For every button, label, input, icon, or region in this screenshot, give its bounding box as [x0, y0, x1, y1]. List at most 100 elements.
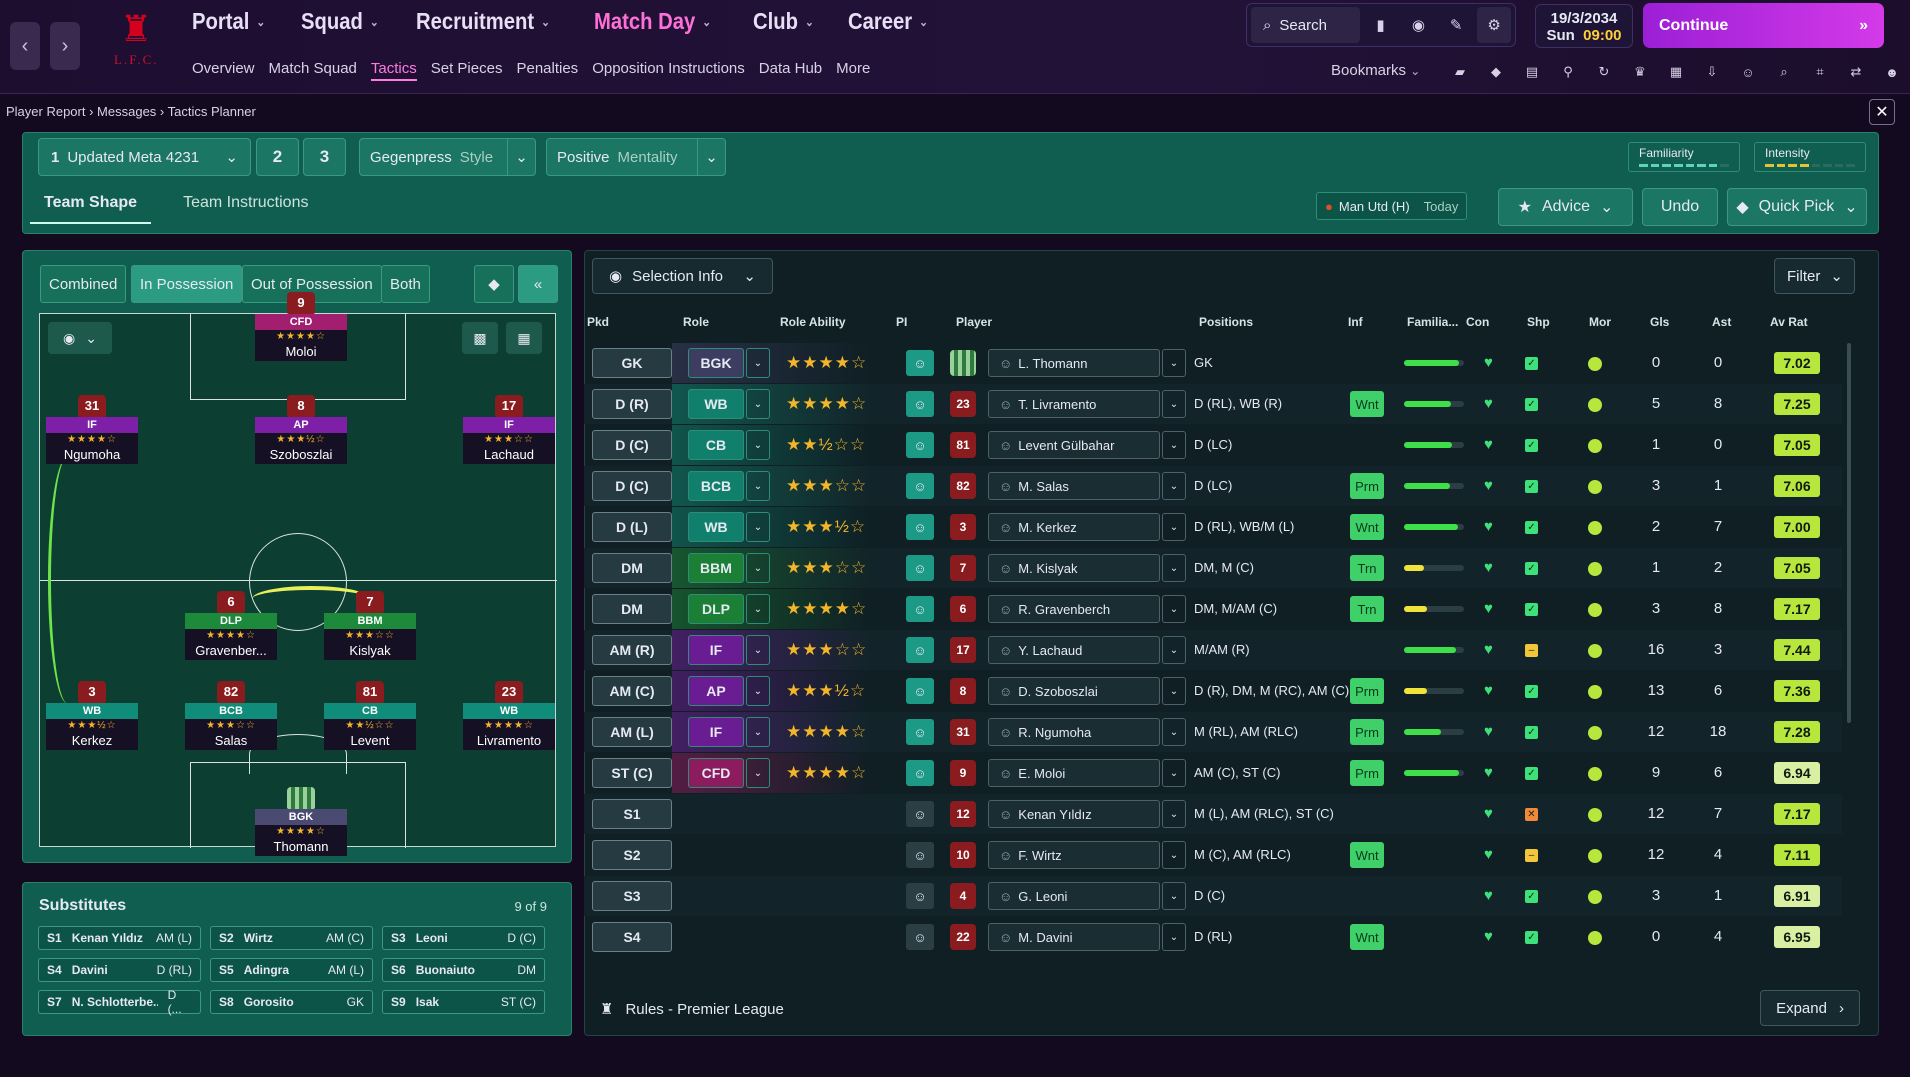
- picked-position[interactable]: DM: [592, 594, 672, 624]
- chevron-down-icon[interactable]: ⌄: [1162, 636, 1186, 664]
- table-row[interactable]: D (L) WB ⌄ ★★★½☆ ☺ 3 ☺ M. Kerkez ⌄ D (RL), WB/M (…: [584, 507, 1842, 547]
- collapse-icon[interactable]: «: [518, 265, 558, 303]
- trophy-icon[interactable]: ♛: [1634, 64, 1646, 79]
- player-selector[interactable]: ☺ F. Wirtz: [988, 841, 1160, 869]
- tactic-selector[interactable]: 1 Updated Meta 4231 ⌄: [38, 138, 251, 176]
- subnav-overview[interactable]: Overview: [192, 60, 255, 77]
- column-header-gls[interactable]: Gls: [1650, 315, 1670, 329]
- role-box[interactable]: AP: [688, 676, 744, 706]
- advice-button[interactable]: ★ Advice ⌄: [1498, 188, 1633, 226]
- player-selector[interactable]: ☺ R. Ngumoha: [988, 718, 1160, 746]
- next-opponent[interactable]: ● Man Utd (H) Today: [1316, 192, 1468, 220]
- breadcrumb-messages[interactable]: Messages: [97, 104, 157, 119]
- column-header-roleability[interactable]: Role Ability: [780, 315, 846, 329]
- layout-icon[interactable]: ▩: [462, 322, 498, 354]
- table-row[interactable]: GK BGK ⌄ ★★★★☆ ☺ ☺ L. Thomann ⌄ GK ♥ ✓ 0 0 7.02: [584, 343, 1842, 383]
- picked-position[interactable]: AM (C): [592, 676, 672, 706]
- tab-team-instructions[interactable]: Team Instructions: [183, 194, 309, 211]
- chevron-down-icon[interactable]: ⌄: [1162, 595, 1186, 623]
- player-selector[interactable]: ☺ M. Salas: [988, 472, 1160, 500]
- player-selector[interactable]: ☺ M. Davini: [988, 923, 1160, 951]
- picked-position[interactable]: D (C): [592, 471, 672, 501]
- player-instructions-icon[interactable]: ☺: [906, 678, 934, 704]
- tactic-slot-3-button[interactable]: 3: [303, 138, 346, 176]
- nav-squad[interactable]: Squad ⌄: [301, 8, 379, 35]
- player-instructions-icon[interactable]: ☺: [906, 391, 934, 417]
- pitch-player[interactable]: 82 BCB ★★★☆☆ Salas: [185, 681, 277, 750]
- table-scrollbar[interactable]: [1847, 343, 1851, 723]
- mentality-dropdown[interactable]: Positive Mentality ⌄: [546, 138, 726, 176]
- sub-slot[interactable]: S8 Gorosito GK: [210, 990, 373, 1014]
- player-selector[interactable]: ☺ L. Thomann: [988, 349, 1160, 377]
- subnav-opposition-instructions[interactable]: Opposition Instructions: [592, 60, 745, 77]
- player-selector[interactable]: ☺ G. Leoni: [988, 882, 1160, 910]
- chevron-down-icon[interactable]: ⌄: [746, 676, 770, 706]
- chevron-down-icon[interactable]: ⌄: [1162, 759, 1186, 787]
- table-row[interactable]: DM BBM ⌄ ★★★☆☆ ☺ 7 ☺ M. Kislyak ⌄ DM, M (C) Trn ♥ ✓ 1…: [584, 548, 1842, 588]
- chevron-down-icon[interactable]: ⌄: [746, 553, 770, 583]
- report-icon[interactable]: ▤: [1525, 64, 1539, 79]
- pitch-player[interactable]: 23 WB ★★★★☆ Livramento: [463, 681, 555, 750]
- face-icon[interactable]: ☻: [1885, 64, 1899, 80]
- expand-button[interactable]: Expand ›: [1760, 990, 1860, 1026]
- subnav-match-squad[interactable]: Match Squad: [268, 60, 357, 77]
- role-box[interactable]: CB: [688, 430, 744, 460]
- table-row[interactable]: AM (C) AP ⌄ ★★★½☆ ☺ 8 ☺ D. Szoboszlai ⌄ D (R), DM…: [584, 671, 1842, 711]
- chevron-down-icon[interactable]: ⌄: [1162, 431, 1186, 459]
- diamond-icon[interactable]: ◆: [474, 265, 514, 303]
- column-header-player[interactable]: Player: [956, 315, 993, 329]
- column-header-inf[interactable]: Inf: [1348, 315, 1363, 329]
- download-icon[interactable]: ⇩: [1706, 64, 1718, 79]
- shirt-icon[interactable]: ◆: [1491, 64, 1501, 79]
- table-row[interactable]: S4 ☺ 22 ☺ M. Davini ⌄ D (RL) Wnt ♥ ✓ 0 4 6.95: [584, 917, 1842, 957]
- player-selector[interactable]: ☺ R. Gravenberch: [988, 595, 1160, 623]
- tab-team-shape[interactable]: Team Shape: [30, 188, 152, 224]
- chevron-down-icon[interactable]: ⌄: [746, 594, 770, 624]
- game-date[interactable]: 19/3/2034 Sun 09:00: [1535, 4, 1633, 48]
- eye-dropdown[interactable]: ◉ ⌄: [48, 322, 112, 354]
- pitch-player[interactable]: 3 WB ★★★½☆ Kerkez: [46, 681, 138, 750]
- picked-position[interactable]: D (R): [592, 389, 672, 419]
- forward-arrow-button[interactable]: ›: [50, 22, 80, 70]
- sub-slot[interactable]: S2 Wirtz AM (C): [210, 926, 373, 950]
- player-instructions-icon[interactable]: ☺: [906, 473, 934, 499]
- calendar-icon[interactable]: ▦: [1669, 64, 1683, 79]
- search-button[interactable]: ⌕ Search: [1251, 7, 1360, 43]
- picked-position[interactable]: S2: [592, 840, 672, 870]
- picked-position[interactable]: S1: [592, 799, 672, 829]
- nav-portal[interactable]: Portal ⌄: [192, 8, 265, 35]
- player-selector[interactable]: ☺ D. Szoboszlai: [988, 677, 1160, 705]
- chevron-down-icon[interactable]: ⌄: [1162, 882, 1186, 910]
- selection-info-dropdown[interactable]: ◉ Selection Info ⌄: [592, 258, 773, 294]
- role-box[interactable]: IF: [688, 635, 744, 665]
- picked-position[interactable]: D (C): [592, 430, 672, 460]
- chevron-down-icon[interactable]: ⌄: [746, 348, 770, 378]
- player-instructions-icon[interactable]: ☺: [906, 801, 934, 827]
- role-box[interactable]: BCB: [688, 471, 744, 501]
- player-selector[interactable]: ☺ M. Kerkez: [988, 513, 1160, 541]
- picked-position[interactable]: S4: [592, 922, 672, 952]
- subnav-data-hub[interactable]: Data Hub: [758, 60, 823, 77]
- undo-button[interactable]: Undo: [1642, 188, 1718, 226]
- picked-position[interactable]: AM (L): [592, 717, 672, 747]
- player-selector[interactable]: ☺ Y. Lachaud: [988, 636, 1160, 664]
- table-row[interactable]: S3 ☺ 4 ☺ G. Leoni ⌄ D (C) ♥ ✓ 3 1 6.91: [584, 876, 1842, 916]
- picked-position[interactable]: GK: [592, 348, 672, 378]
- chevron-down-icon[interactable]: ⌄: [1162, 390, 1186, 418]
- quick-pick-button[interactable]: ◆ Quick Pick ⌄: [1727, 188, 1867, 226]
- table-row[interactable]: S2 ☺ 10 ☺ F. Wirtz ⌄ M (C), AM (RLC) Wnt ♥ – 12 4 7.…: [584, 835, 1842, 875]
- player-instructions-icon[interactable]: ☺: [906, 719, 934, 745]
- column-header-con[interactable]: Con: [1466, 315, 1490, 329]
- column-header-role[interactable]: Role: [683, 315, 710, 329]
- chevron-down-icon[interactable]: ⌄: [746, 717, 770, 747]
- chevron-down-icon[interactable]: ⌄: [1162, 349, 1186, 377]
- pitch-player[interactable]: 81 CB ★★½☆☆ Levent: [324, 681, 416, 750]
- chat-icon[interactable]: ▰: [1455, 64, 1465, 79]
- chevron-down-icon[interactable]: ⌄: [746, 635, 770, 665]
- picked-position[interactable]: DM: [592, 553, 672, 583]
- subnav-penalties[interactable]: Penalties: [516, 60, 579, 77]
- player-instructions-icon[interactable]: ☺: [906, 596, 934, 622]
- pen-icon[interactable]: ✎: [1449, 17, 1463, 34]
- chevron-down-icon[interactable]: ⌄: [746, 430, 770, 460]
- column-header-pkd[interactable]: Pkd: [587, 315, 610, 329]
